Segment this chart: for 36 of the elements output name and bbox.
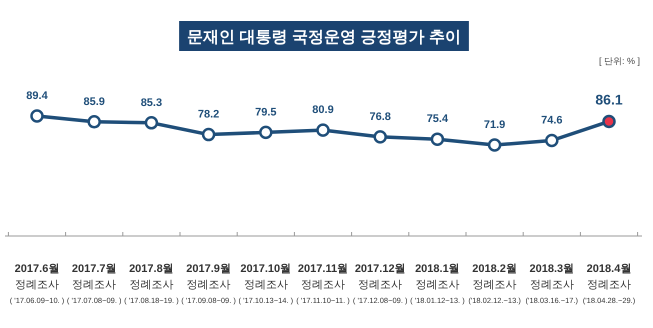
point xyxy=(144,116,158,130)
x-tick-label: 2017.11월 정례조사 ( '17.11.10~11. ) xyxy=(296,263,350,305)
point xyxy=(430,132,444,146)
title: 문재인 대통령 국정운영 긍정평가 추이 xyxy=(179,21,469,51)
x-tick-label: 2017.6월 정례조사 ( '17.06.09~10. ) xyxy=(10,263,65,305)
point xyxy=(545,134,559,148)
point xyxy=(373,130,387,144)
data-label: 79.5 xyxy=(255,106,277,118)
data-label: 75.4 xyxy=(426,113,449,126)
x-tick-label: 2018.4월 정례조사 ('18.04.28.~29.) xyxy=(582,263,636,305)
chart-title: 문재인 대통령 국정운영 긍정평가 추이 xyxy=(187,29,461,46)
data-label: 76.8 xyxy=(369,110,391,123)
data-label: 86.1 xyxy=(595,91,623,108)
point xyxy=(30,109,44,123)
data-label: 85.3 xyxy=(140,96,162,109)
x-tick-label: 2018.3월 정례조사 ('18.03.16.~17.) xyxy=(526,263,579,305)
data-label: 71.9 xyxy=(484,119,506,131)
point xyxy=(316,123,330,137)
x-tick-label: 2017.10월 정례조사 ( '17.10.13~14. ) xyxy=(238,263,294,305)
point xyxy=(488,138,502,152)
x-tick-label: 2017.8월 정례조사 ( '17.08.18~19. ) xyxy=(124,263,180,305)
data-label: 85.9 xyxy=(83,96,105,108)
x-tick-label: 2017.7월 정례조사 ( '17.07.08~09. ) xyxy=(66,263,122,305)
data-label: 89.4 xyxy=(26,90,49,102)
x-tick-label: 2018.1월 정례조사 ( '18.01.12~13. ) xyxy=(410,263,466,305)
text: [ 단위: % ] xyxy=(598,56,640,66)
point xyxy=(259,126,273,140)
data-label: 80.9 xyxy=(312,104,334,116)
x-tick-label: 2018.2월 정례조사 ('18.02.12.~13.) xyxy=(468,263,522,305)
point xyxy=(202,128,216,142)
point xyxy=(602,114,616,128)
x-tick-label: 2017.9월 정례조사 ( '17.09.08~09. ) xyxy=(181,263,236,305)
data-label: 74.6 xyxy=(541,114,563,127)
x-tick-label: 2017.12월 정례조사 ( '17.12.08~09. ) xyxy=(352,263,408,305)
point xyxy=(87,115,101,129)
data-label: 78.2 xyxy=(198,108,220,121)
